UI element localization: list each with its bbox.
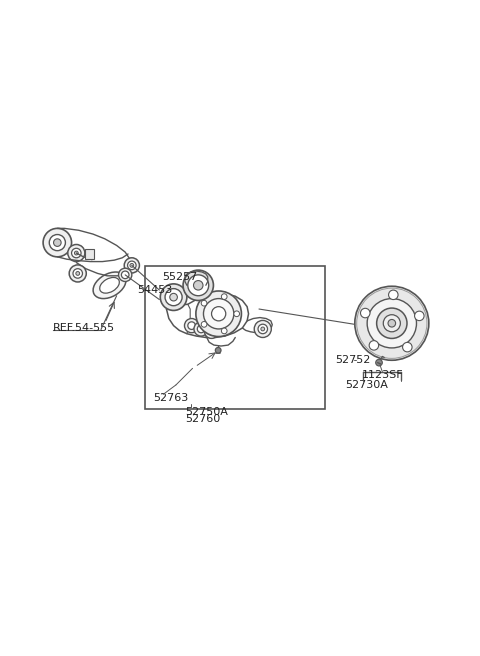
Circle shape xyxy=(360,308,370,318)
Circle shape xyxy=(204,324,219,338)
Text: 1123SF: 1123SF xyxy=(361,371,403,380)
Text: REF.54-555: REF.54-555 xyxy=(53,323,115,333)
Circle shape xyxy=(193,281,203,290)
Text: 52750A: 52750A xyxy=(185,407,228,417)
Circle shape xyxy=(68,245,85,262)
Circle shape xyxy=(221,294,227,300)
Text: 52752: 52752 xyxy=(335,356,370,365)
Bar xyxy=(356,319,387,332)
Text: 52763: 52763 xyxy=(154,393,189,403)
Circle shape xyxy=(261,327,264,331)
Circle shape xyxy=(121,271,129,279)
Text: 52730A: 52730A xyxy=(345,380,388,390)
Circle shape xyxy=(369,340,379,350)
Bar xyxy=(85,249,94,259)
Circle shape xyxy=(130,264,134,267)
Circle shape xyxy=(196,291,241,337)
Circle shape xyxy=(188,275,209,296)
Circle shape xyxy=(221,328,227,334)
Circle shape xyxy=(208,327,216,335)
Circle shape xyxy=(403,342,412,352)
Ellipse shape xyxy=(93,272,126,298)
Ellipse shape xyxy=(100,277,120,293)
Circle shape xyxy=(377,308,407,338)
Circle shape xyxy=(415,311,424,321)
Circle shape xyxy=(376,359,383,366)
Circle shape xyxy=(234,311,240,317)
Circle shape xyxy=(69,265,86,282)
Circle shape xyxy=(165,289,182,306)
Text: 54453: 54453 xyxy=(137,285,172,295)
Circle shape xyxy=(384,315,400,332)
Circle shape xyxy=(76,272,80,276)
Circle shape xyxy=(184,319,199,333)
Circle shape xyxy=(258,324,267,334)
Circle shape xyxy=(388,319,396,327)
Circle shape xyxy=(188,322,195,329)
Circle shape xyxy=(201,300,207,306)
Circle shape xyxy=(54,239,61,247)
Circle shape xyxy=(355,286,429,360)
Circle shape xyxy=(254,320,271,337)
Circle shape xyxy=(183,270,214,300)
Text: 52760: 52760 xyxy=(185,414,221,424)
Circle shape xyxy=(197,325,205,333)
Circle shape xyxy=(389,290,398,300)
Circle shape xyxy=(128,261,136,270)
Circle shape xyxy=(160,284,187,310)
Text: 55257: 55257 xyxy=(162,272,197,282)
Circle shape xyxy=(194,322,208,336)
Circle shape xyxy=(170,293,178,301)
Circle shape xyxy=(216,348,221,353)
Circle shape xyxy=(73,269,83,278)
Circle shape xyxy=(119,268,132,281)
Circle shape xyxy=(74,251,78,255)
Circle shape xyxy=(201,321,207,327)
Circle shape xyxy=(124,258,139,273)
Bar xyxy=(145,266,325,409)
Circle shape xyxy=(49,235,65,251)
Circle shape xyxy=(204,298,234,329)
Circle shape xyxy=(72,248,81,258)
Circle shape xyxy=(367,298,417,348)
Circle shape xyxy=(212,306,226,321)
Circle shape xyxy=(43,228,72,257)
